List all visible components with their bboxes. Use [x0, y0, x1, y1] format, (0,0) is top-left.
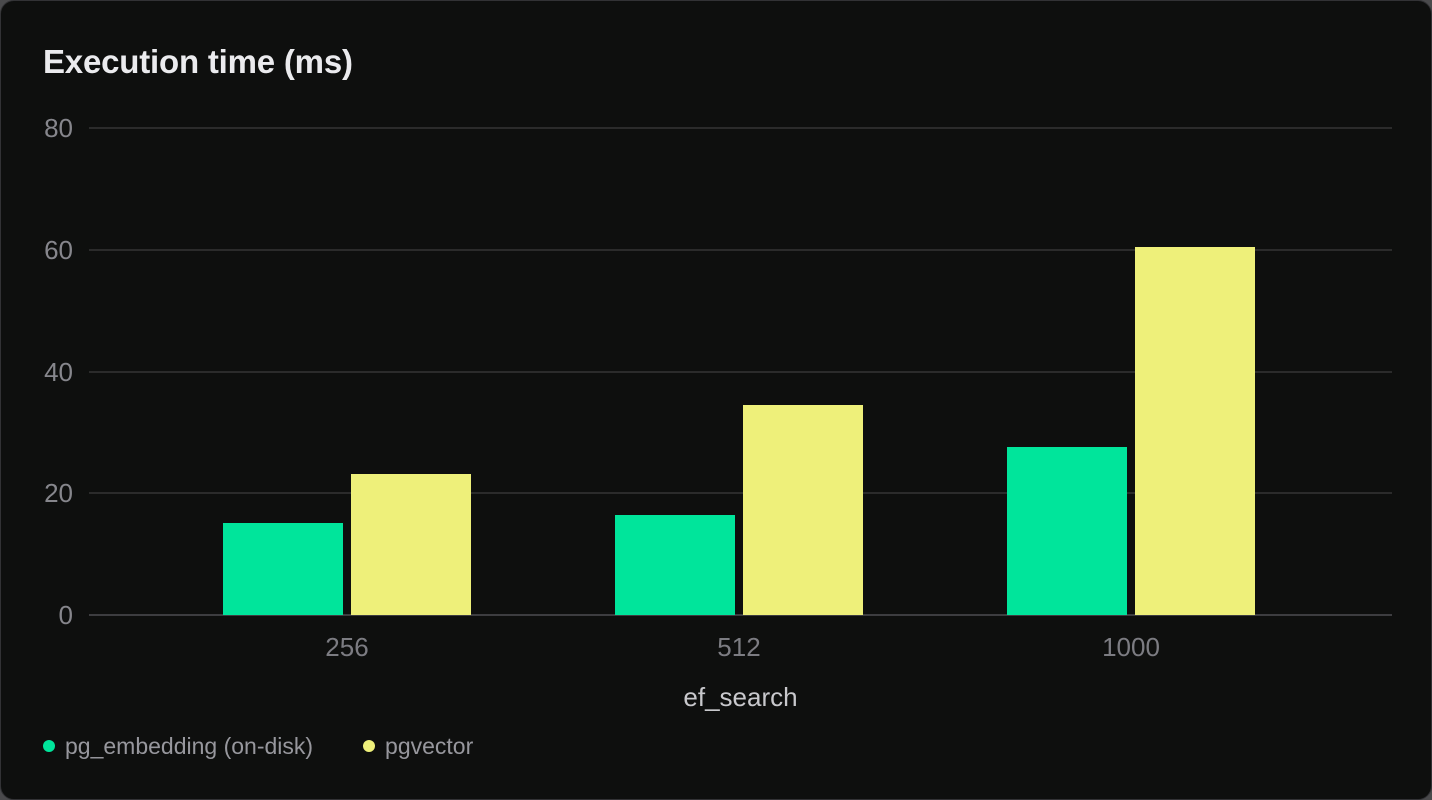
y-tick-20: 20 — [44, 478, 73, 509]
bar-pgvector-256 — [351, 473, 471, 615]
bar-pgvector-512 — [743, 404, 863, 615]
chart-title: Execution time (ms) — [43, 43, 353, 80]
bar-pgvector-1000 — [1135, 247, 1255, 615]
bar-pg-embedding-on-disk-1000 — [1007, 446, 1127, 615]
bar-pg-embedding-on-disk-256 — [223, 523, 343, 615]
y-tick-40: 40 — [44, 356, 73, 387]
y-tick-80: 80 — [44, 113, 73, 143]
gridline — [89, 127, 1392, 129]
gridline — [89, 248, 1392, 251]
legend-item-pgvector: pgvector — [363, 733, 473, 759]
x-axis-line — [89, 614, 1392, 616]
x-tick-1000: 1000 — [1102, 632, 1160, 662]
legend-dot-pg-embedding-on-disk — [43, 740, 55, 752]
x-tick-512: 512 — [717, 632, 761, 662]
legend-label-pg-embedding-on-disk: pg_embedding (on-disk) — [65, 733, 314, 759]
legend: pg_embedding (on-disk) pgvector — [43, 733, 473, 759]
y-tick-0: 0 — [58, 600, 73, 630]
x-tick-256: 256 — [325, 632, 369, 662]
legend-label-pgvector: pgvector — [385, 733, 474, 759]
legend-dot-pgvector — [363, 740, 376, 752]
y-tick-60: 60 — [44, 234, 73, 265]
legend-item-pg-embedding-on-disk: pg_embedding (on-disk) — [43, 733, 313, 759]
bar-pg-embedding-on-disk-512 — [615, 515, 735, 615]
x-axis-label: ef_search — [683, 682, 798, 712]
gridline — [89, 492, 1392, 495]
gridline — [89, 370, 1392, 373]
